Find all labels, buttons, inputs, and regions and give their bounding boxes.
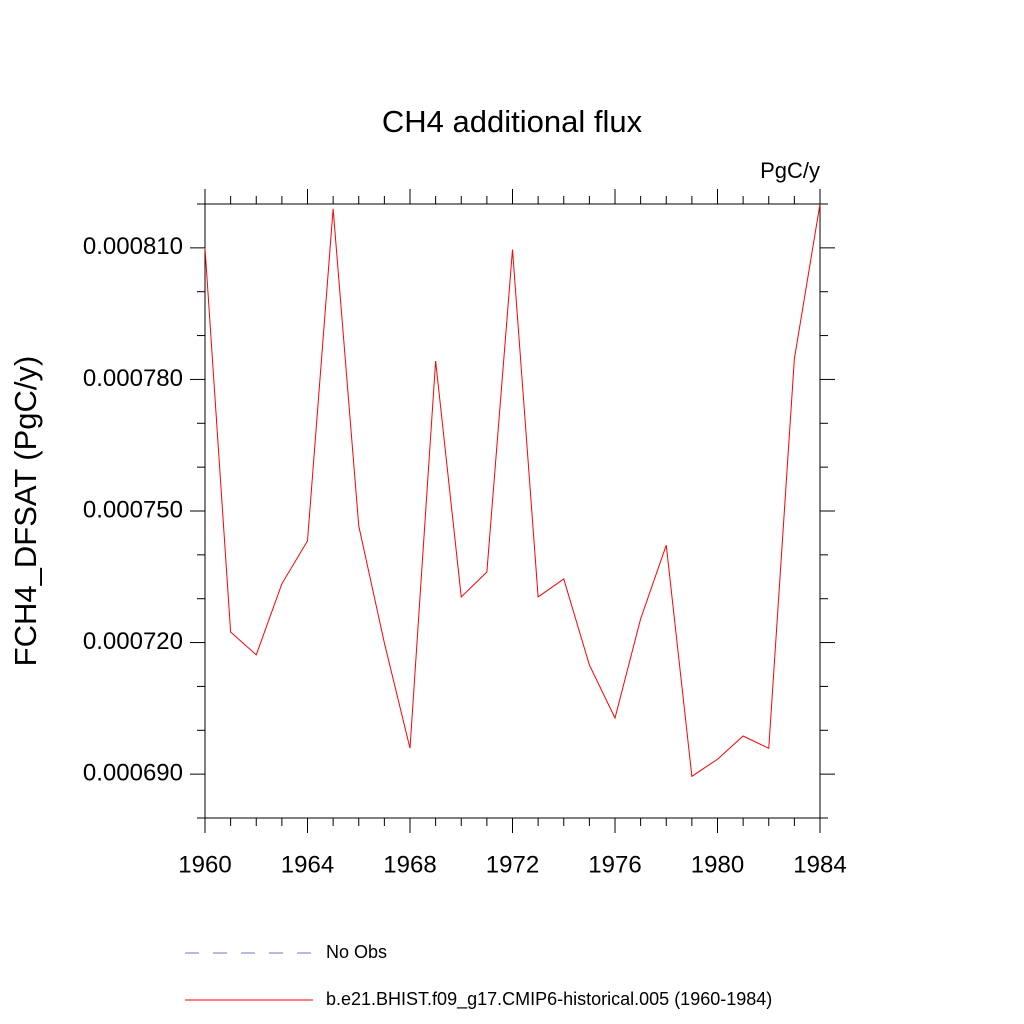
y-tick-label: 0.000810 [83,233,183,260]
x-tick-label: 1976 [588,851,641,878]
y-tick-label: 0.000720 [83,628,183,655]
x-tick-label: 1968 [383,851,436,878]
y-tick-label: 0.000780 [83,365,183,392]
y-tick-label: 0.000690 [83,759,183,786]
series-line [204,203,821,778]
x-tick-label: 1972 [486,851,539,878]
y-axis-label: FCH4_DFSAT (PgC/y) [8,356,43,667]
units: PgC/y [760,158,820,183]
y-tick-label: 0.000750 [83,496,183,523]
legend-label: No Obs [326,942,387,962]
plot-frame [204,203,821,819]
x-tick-label: 1980 [691,851,744,878]
x-tick-label: 1964 [281,851,334,878]
x-tick-label: 1984 [793,851,846,878]
chart-title: CH4 additional flux [382,104,643,139]
x-tick-label: 1960 [178,851,231,878]
legend-label: b.e21.BHIST.f09_g17.CMIP6-historical.005… [326,989,772,1010]
